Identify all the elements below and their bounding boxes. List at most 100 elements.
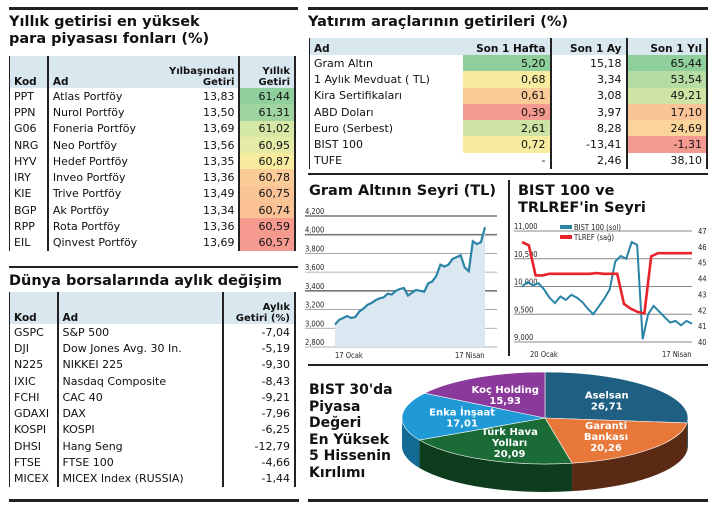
table-row: N225 NIKKEI 225 -9,30 bbox=[9, 356, 296, 373]
index-return: -5,19 bbox=[221, 340, 296, 357]
divider bbox=[308, 7, 708, 10]
index-name: Hang Seng bbox=[56, 438, 223, 455]
fund-ytd: 13,50 bbox=[202, 105, 235, 119]
table-row: GDAXI DAX -7,96 bbox=[9, 405, 296, 422]
svg-text:45: 45 bbox=[698, 259, 707, 268]
fund-annual: 61,31 bbox=[238, 104, 296, 121]
fund-annual: 60,87 bbox=[238, 153, 296, 170]
instrument-month: 2,46 bbox=[549, 152, 627, 170]
fund-annual: 60,95 bbox=[238, 136, 296, 154]
index-name: FTSE 100 bbox=[56, 454, 223, 471]
instrument-month: 3,34 bbox=[549, 71, 627, 88]
instrument-name: 1 Aylık Mevduat ( TL) bbox=[309, 71, 463, 88]
svg-text:Garanti: Garanti bbox=[585, 421, 627, 432]
instrument-year: 17,10 bbox=[625, 103, 708, 121]
table-row: PPT Atlas Portföy 13,83 61,44 bbox=[8, 88, 296, 105]
svg-text:20,26: 20,26 bbox=[590, 443, 622, 454]
svg-text:43: 43 bbox=[698, 290, 707, 299]
index-code: KOSPI bbox=[9, 421, 58, 439]
fund-annual: 60,78 bbox=[238, 169, 296, 186]
svg-text:Türk Hava: Türk Hava bbox=[481, 427, 537, 438]
index-return: -9,30 bbox=[221, 356, 296, 373]
col-kod: Kod bbox=[8, 56, 48, 88]
instrument-week: 0,39 bbox=[462, 103, 551, 121]
fund-code: EIL bbox=[8, 234, 48, 251]
svg-text:20,09: 20,09 bbox=[494, 449, 526, 460]
fund-code: PPT bbox=[8, 88, 48, 105]
divider bbox=[9, 7, 298, 10]
fund-ytd: 13,49 bbox=[202, 187, 235, 201]
instrument-name: ABD Doları bbox=[309, 103, 463, 121]
instrument-month: 8,28 bbox=[549, 120, 627, 137]
svg-text:17 Ocak: 17 Ocak bbox=[335, 351, 363, 360]
divider bbox=[308, 499, 708, 502]
table-row: Euro (Serbest) 2,61 8,28 24,69 bbox=[309, 120, 708, 137]
svg-text:17 Nisan: 17 Nisan bbox=[455, 351, 485, 360]
svg-text:44: 44 bbox=[698, 275, 707, 284]
svg-text:46: 46 bbox=[698, 243, 707, 252]
table-row: ABD Doları 0,39 3,97 17,10 bbox=[309, 103, 708, 121]
instrument-year: 24,69 bbox=[625, 120, 708, 137]
table-row: FTSE FTSE 100 -4,66 bbox=[9, 454, 296, 471]
svg-text:41: 41 bbox=[698, 322, 707, 331]
fund-name: Foneria Portföy bbox=[46, 120, 149, 137]
table-row: DHSI Hang Seng -12,79 bbox=[9, 438, 296, 455]
index-name: NIKKEI 225 bbox=[56, 356, 223, 373]
instrument-year: 65,44 bbox=[625, 55, 708, 72]
col-ad: Ad bbox=[46, 56, 149, 88]
fund-ytd: 13,83 bbox=[202, 89, 235, 103]
table-row: RPP Rota Portföy 13,36 60,59 bbox=[8, 218, 296, 235]
instrument-week: 5,20 bbox=[462, 55, 551, 72]
table-row: KOSPI KOSPI -6,25 bbox=[9, 421, 296, 439]
index-name: Nasdaq Composite bbox=[56, 372, 223, 390]
pie-slice bbox=[423, 371, 546, 419]
instrument-week: 0,72 bbox=[462, 136, 551, 153]
svg-text:17 Nisan: 17 Nisan bbox=[662, 350, 692, 359]
index-code: IXIC bbox=[9, 372, 58, 390]
instrument-name: Euro (Serbest) bbox=[309, 120, 463, 137]
svg-text:3,600: 3,600 bbox=[305, 263, 324, 272]
pie-title-line: Piyasa bbox=[309, 398, 361, 415]
funds-title: Yıllık getirisi en yüksek para piyasası … bbox=[9, 14, 209, 48]
divider bbox=[9, 266, 298, 268]
svg-text:47: 47 bbox=[698, 227, 707, 236]
svg-text:42: 42 bbox=[698, 306, 707, 315]
col-year: Son 1 Yıl bbox=[625, 38, 708, 55]
instrument-week: 2,61 bbox=[462, 120, 551, 137]
instrument-week: 0,61 bbox=[462, 87, 551, 104]
instrument-year: 49,21 bbox=[625, 87, 708, 104]
col-ad: Ad bbox=[309, 38, 463, 55]
table-row: Gram Altın 5,20 15,18 65,44 bbox=[309, 55, 708, 72]
table-row: EIL Qinvest Portföy 13,69 60,57 bbox=[8, 234, 296, 251]
svg-text:26,71: 26,71 bbox=[591, 402, 623, 413]
fund-name: Neo Portföy bbox=[46, 136, 149, 154]
table-row: Kira Sertifikaları 0,61 3,08 49,21 bbox=[309, 87, 708, 104]
table-row: HYV Hedef Portföy 13,35 60,87 bbox=[8, 153, 296, 170]
svg-text:10,000: 10,000 bbox=[514, 278, 538, 287]
svg-text:Koç Holding: Koç Holding bbox=[472, 385, 539, 396]
instrument-month: -13,41 bbox=[549, 136, 627, 153]
index-return: -4,66 bbox=[221, 454, 296, 471]
col-annual: Yıllık Getiri bbox=[238, 56, 296, 88]
fund-name: Qinvest Portföy bbox=[46, 234, 149, 251]
fund-ytd: 13,56 bbox=[202, 138, 235, 152]
funds-title-line1: Yıllık getirisi en yüksek bbox=[9, 14, 200, 30]
table-row: FCHI CAC 40 -9,21 bbox=[9, 389, 296, 406]
index-return: -7,04 bbox=[221, 324, 296, 341]
svg-text:4,200: 4,200 bbox=[305, 207, 324, 216]
svg-text:3,800: 3,800 bbox=[305, 244, 324, 253]
divider bbox=[308, 364, 708, 366]
index-name: MICEX Index (RUSSIA) bbox=[56, 470, 223, 487]
index-code: GSPC bbox=[9, 324, 58, 341]
svg-text:TLREF (sağ): TLREF (sağ) bbox=[573, 233, 614, 242]
fund-code: RPP bbox=[8, 218, 48, 235]
fund-code: PPN bbox=[8, 104, 48, 121]
instrument-name: TUFE bbox=[309, 152, 463, 170]
pie-title-line: Değeri bbox=[309, 415, 362, 431]
instruments-title: Yatırım araçlarının getirileri (%) bbox=[308, 14, 568, 30]
index-return: -6,25 bbox=[221, 421, 296, 439]
pie-title-line: BIST 30'da bbox=[309, 382, 393, 398]
svg-text:9,500: 9,500 bbox=[514, 305, 533, 314]
index-code: FTSE bbox=[9, 454, 58, 471]
index-name: DAX bbox=[56, 405, 223, 422]
